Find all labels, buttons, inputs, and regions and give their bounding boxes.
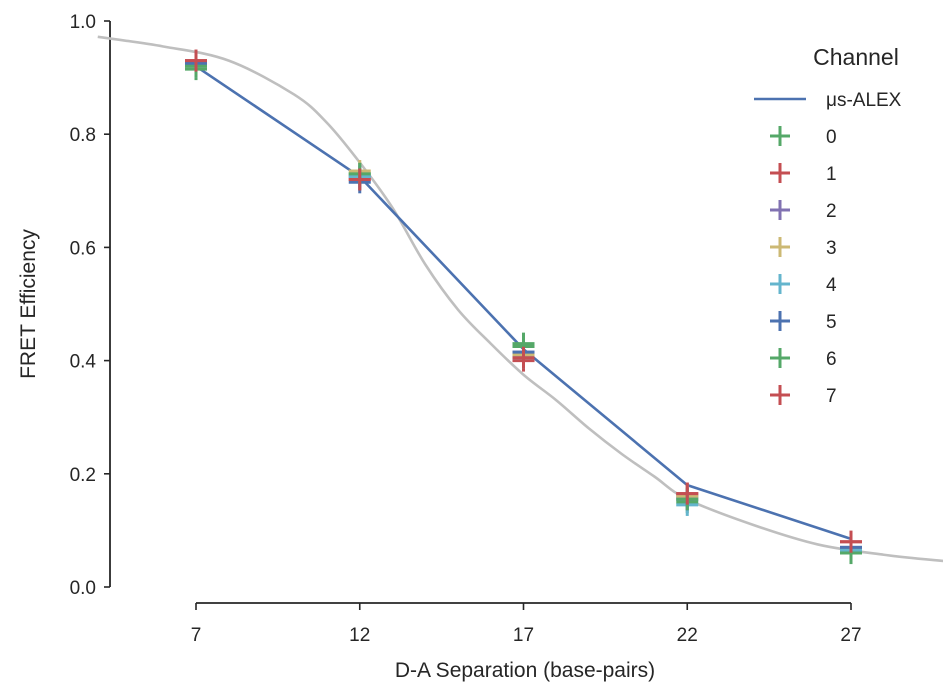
y-axis-title: FRET Efficiency <box>17 229 40 379</box>
x-tick-label: 27 <box>840 625 861 646</box>
legend-marker-swatch <box>770 274 790 294</box>
legend-marker-swatch <box>770 163 790 183</box>
x-tick-label: 7 <box>191 625 202 646</box>
legend-marker-swatch <box>770 200 790 220</box>
axes <box>109 21 851 604</box>
legend-label: 1 <box>826 164 837 185</box>
legend-marker-swatch <box>770 385 790 405</box>
marker-channel-7 <box>840 530 862 553</box>
marker-channel-7 <box>185 49 207 72</box>
x-tick-label: 17 <box>513 625 534 646</box>
x-tick-label: 12 <box>349 625 370 646</box>
y-tick-label: 0.6 <box>70 238 96 259</box>
fit-curve-layer <box>97 35 943 563</box>
fit-curve <box>97 35 943 563</box>
line-series-us-alex <box>195 65 852 541</box>
line-series-layer <box>195 65 852 541</box>
legend: Channel μs-ALEX 0 1 2 3 4 5 6 7 <box>754 44 902 407</box>
legend-marker-swatch <box>770 311 790 331</box>
x-axis-title: D-A Separation (base-pairs) <box>395 659 655 682</box>
marker-channel-7 <box>348 168 371 191</box>
y-tick-label: 0.2 <box>70 465 96 486</box>
legend-label: 5 <box>826 312 837 333</box>
legend-marker-swatch <box>770 237 790 257</box>
marker-channel-7 <box>512 346 535 369</box>
legend-label: 0 <box>826 127 837 148</box>
y-ticks: 0.0 0.2 0.4 0.6 0.8 1.0 <box>70 12 110 599</box>
legend-label: 4 <box>826 275 837 296</box>
x-ticks: 7 12 17 22 27 <box>191 603 862 646</box>
legend-label: 7 <box>826 386 837 407</box>
legend-label: μs-ALEX <box>826 90 902 111</box>
legend-label: 3 <box>826 238 837 259</box>
scatter-layer <box>185 49 862 565</box>
marker-channel-7 <box>676 482 699 505</box>
y-tick-label: 0.0 <box>70 578 96 599</box>
legend-label: 2 <box>826 201 837 222</box>
y-tick-label: 0.8 <box>70 125 96 146</box>
legend-title: Channel <box>813 44 899 70</box>
legend-marker-swatch <box>770 348 790 368</box>
legend-label: 6 <box>826 349 837 370</box>
y-tick-label: 0.4 <box>70 352 97 373</box>
y-tick-label: 1.0 <box>70 12 96 33</box>
x-tick-label: 22 <box>677 625 698 646</box>
legend-marker-swatch <box>770 126 790 146</box>
